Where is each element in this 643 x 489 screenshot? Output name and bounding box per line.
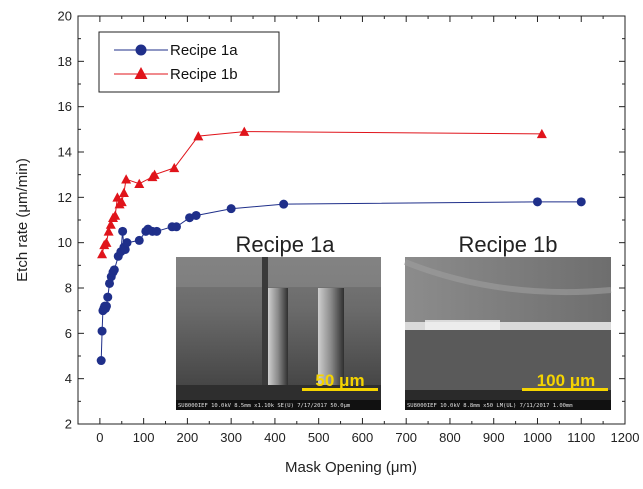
scale-bar-label-recipe-1b: 100 μm [537,371,596,390]
x-tick-label: 300 [220,430,242,445]
x-tick-label: 1100 [567,430,595,445]
x-tick-label: 600 [352,430,374,445]
data-point-recipe-1a [191,210,201,220]
legend: Recipe 1a Recipe 1b [98,31,280,93]
data-point-recipe-1b [103,226,114,236]
data-point-recipe-1b [536,128,547,139]
x-tick-label: 700 [395,430,417,445]
x-tick-label: 100 [133,430,155,445]
data-point-recipe-1b [101,237,112,247]
data-point-recipe-1b [110,210,121,220]
data-point-recipe-1b [105,219,116,229]
sem-inset-recipe-1b: Recipe 1b 100 μm SU8000IEF 10.0kV 8.8mm … [403,232,612,410]
scale-bar-label-recipe-1a: 50 μm [315,371,364,390]
sem-caption-recipe-1a: SU8000IEF 10.0kV 8.5mm x1.10k SE(U) 7/17… [178,403,351,409]
data-point-recipe-1b [112,192,123,202]
x-axis-title: Mask Opening (μm) [285,459,417,476]
data-point-recipe-1b [169,162,180,173]
x-tick-label: 400 [264,430,286,445]
data-point-recipe-1a [120,244,130,254]
data-point-recipe-1b [118,187,129,198]
data-point-recipe-1a [532,197,542,207]
data-point-recipe-1a [109,265,119,275]
x-tick-label: 900 [483,430,505,445]
y-tick-label: 2 [65,417,72,432]
sem-caption-recipe-1b: SU8000IEF 10.0kV 8.8mm x50 LM(UL) 7/11/2… [407,403,573,409]
sem-inset-recipe-1a: Recipe 1a 50 μm SU8000IEF 10.0kV 8.5mm x… [176,232,381,410]
y-tick-label: 10 [58,235,72,250]
scale-bar-recipe-1a [302,388,378,391]
data-point-recipe-1b [121,174,132,184]
legend-box [98,31,280,93]
x-tick-label: 500 [308,430,330,445]
data-point-recipe-1a [171,222,181,232]
data-point-recipe-1a [576,197,586,207]
axis-ticks [77,15,626,425]
scale-bar-recipe-1b [522,388,608,391]
data-point-recipe-1a [279,199,289,209]
sem-image-recipe-1b [403,257,612,410]
inset-title-recipe-1b: Recipe 1b [458,232,557,257]
data-point-recipe-1a [101,301,111,311]
y-tick-label: 18 [58,54,72,69]
data-point-recipe-1a [103,292,113,302]
y-tick-label: 12 [58,190,72,205]
legend-label-recipe-1b: Recipe 1b [170,66,238,83]
data-point-recipe-1a [122,238,132,248]
data-point-recipe-1b [239,126,250,136]
data-point-recipe-1b [134,178,145,188]
data-point-recipe-1b [116,196,127,207]
y-tick-label: 16 [58,99,72,114]
data-point-recipe-1a [226,204,236,214]
x-tick-label: 800 [439,430,461,445]
data-point-recipe-1a [118,226,128,236]
legend-marker-recipe-1b [134,67,148,79]
data-point-recipe-1a [134,235,144,245]
y-tick-label: 6 [65,326,72,341]
data-point-recipe-1b [193,131,204,141]
y-tick-label: 14 [58,145,72,160]
x-tick-label: 0 [96,430,103,445]
data-point-recipe-1b [149,169,160,179]
y-tick-label: 20 [58,9,72,24]
sem-image-recipe-1a [176,257,381,410]
x-tick-label: 200 [177,430,199,445]
inset-title-recipe-1a: Recipe 1a [235,232,335,257]
data-point-recipe-1b [97,249,108,259]
y-axis-title: Etch rate (μm/min) [14,158,31,282]
y-tick-label: 8 [65,281,72,296]
x-tick-label: 1000 [523,430,552,445]
y-tick-label: 4 [65,371,72,386]
legend-marker-recipe-1a [135,44,147,56]
data-point-recipe-1a [97,326,107,336]
data-point-recipe-1a [152,226,162,236]
x-tick-label: 1200 [611,430,640,445]
data-point-recipe-1a [96,356,106,366]
data-series [96,126,586,366]
data-point-recipe-1a [105,278,115,288]
legend-label-recipe-1a: Recipe 1a [170,42,238,59]
axis-tick-labels: 0 100 200 300 400 500 600 700 800 900 1000 1100 1200… [58,9,640,446]
